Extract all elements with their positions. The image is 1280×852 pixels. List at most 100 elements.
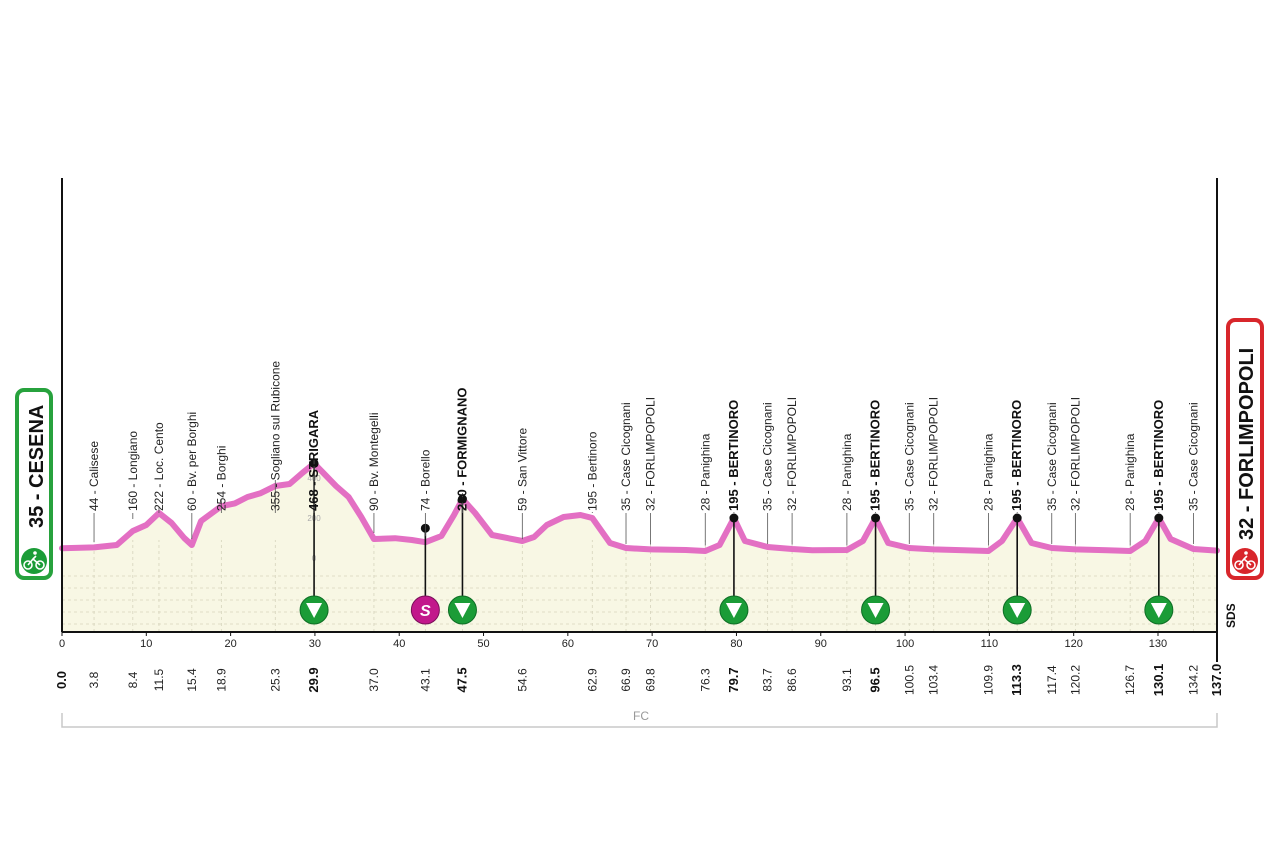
x-tick-label: 90 — [815, 638, 827, 650]
km-label: 3.8 — [87, 671, 101, 688]
point-label: 290 - FORMIGNANO — [455, 387, 470, 511]
km-label: 47.5 — [455, 667, 470, 692]
start-label: 35 - CESENA — [26, 405, 48, 528]
point-label: 32 - FORLIMPOPOLI — [644, 397, 658, 511]
point-label: 195 - BERTINORO — [1151, 400, 1166, 511]
km-labels: 0.0 3.8 8.4 11.5 15.4 18.9 25.3 29.9 37.0 43.1 47.… — [54, 664, 1224, 697]
x-tick-label: 10 — [140, 638, 152, 650]
start-box: 35 - CESENA — [15, 388, 53, 580]
point-label: 44 - Calisese — [87, 441, 101, 511]
gpm-triangle-icon — [1150, 603, 1167, 618]
km-label: 103.4 — [927, 665, 941, 695]
x-tick-label: 50 — [477, 638, 489, 650]
km-label: 54.6 — [515, 668, 529, 692]
km-label: 8.4 — [126, 671, 140, 688]
point-label: 32 - FORLIMPOPOLI — [927, 397, 941, 511]
km-label: 120.2 — [1068, 665, 1082, 695]
km-label: 109.9 — [982, 665, 996, 695]
point-label: 254 - Borghi — [214, 446, 228, 511]
profile-line-group — [59, 460, 1220, 554]
point-label: 195 - BERTINORO — [868, 400, 883, 511]
point-label: 60 - Bv. per Borghi — [185, 412, 199, 511]
fc-bracket: FC — [61, 709, 1218, 728]
profile-line — [59, 460, 1220, 554]
point-label: 35 - Case Cicognani — [1045, 402, 1059, 511]
km-label: 37.0 — [367, 668, 381, 692]
point-label: 74 - Borello — [418, 449, 432, 511]
point-label: 32 - FORLIMPOPOLI — [785, 397, 799, 511]
km-label: 43.1 — [418, 668, 432, 692]
finish-box: 32 - FORLIMPOPOLI — [1226, 318, 1264, 580]
km-label: 137.0 — [1209, 664, 1224, 697]
km-label: 79.7 — [726, 667, 741, 692]
x-tick-label: 120 — [1064, 638, 1082, 650]
point-label: 28 - Panighina — [698, 433, 712, 511]
gpm-triangle-icon — [454, 603, 471, 618]
gpm-triangle-icon — [867, 603, 884, 618]
finish-icon — [1232, 548, 1258, 574]
point-label: 35 - Case Cicognani — [902, 402, 916, 511]
climb-summit-dot — [729, 513, 739, 523]
point-label: 90 - Bv. Montegelli — [367, 413, 381, 512]
x-tick-label: 100 — [896, 638, 914, 650]
km-label: 62.9 — [585, 668, 599, 692]
point-label: 35 - Case Cicognani — [1186, 402, 1200, 511]
km-label: 86.6 — [785, 668, 799, 692]
km-label: 0.0 — [54, 671, 69, 689]
km-label: 76.3 — [698, 668, 712, 692]
x-tick-label: 70 — [646, 638, 658, 650]
km-label: 134.2 — [1186, 665, 1200, 695]
km-label: 29.9 — [306, 667, 321, 692]
point-labels: 44 - Calisese 160 - Longiano 222 - Loc. Ce… — [87, 361, 1200, 546]
x-tick-label: 0 — [59, 638, 65, 650]
finish-label: 32 - FORLIMPOPOLI — [1236, 348, 1258, 540]
km-label: 93.1 — [840, 668, 854, 692]
km-label: 18.9 — [214, 668, 228, 692]
gpm-triangle-icon — [306, 603, 323, 618]
x-tick-label: 60 — [562, 638, 574, 650]
km-label: 11.5 — [152, 668, 166, 691]
fc-label: FC — [633, 709, 649, 723]
point-label: 195 - Bertinoro — [585, 431, 599, 511]
km-label: 96.5 — [868, 667, 883, 692]
km-label: 126.7 — [1123, 665, 1137, 695]
x-tick-label: 80 — [730, 638, 742, 650]
x-tick-label: 40 — [393, 638, 405, 650]
km-label: 15.4 — [185, 668, 199, 692]
x-tick-label: 130 — [1149, 638, 1167, 650]
point-label: 28 - Panighina — [982, 433, 996, 511]
sprint-marker — [410, 595, 440, 625]
km-label: 25.3 — [268, 668, 282, 692]
point-label: 195 - BERTINORO — [1009, 400, 1024, 511]
point-label: 59 - San Vittore — [515, 428, 529, 511]
axes: 02004000102030405060708090100110120130 — [59, 178, 1218, 662]
x-tick-label: 30 — [309, 638, 321, 650]
climb-summit-dot — [871, 513, 881, 523]
point-label: 195 - BERTINORO — [726, 400, 741, 511]
point-label: 355 - Sogliano sul Rubicone — [268, 361, 282, 511]
sprint-letter: S — [420, 603, 431, 620]
km-label: 100.5 — [902, 665, 916, 695]
gpm-triangle-icon — [725, 603, 742, 618]
climb-summit-dot — [1154, 513, 1164, 523]
km-label: 83.7 — [761, 668, 775, 692]
km-label: 66.9 — [619, 668, 633, 692]
km-label: 117.4 — [1045, 665, 1059, 694]
point-label: 35 - Case Cicognani — [761, 402, 775, 511]
climb-summit-dot — [1012, 513, 1022, 523]
x-tick-label: 110 — [981, 638, 999, 650]
km-label: 113.3 — [1009, 664, 1024, 696]
point-label: 160 - Longiano — [126, 431, 140, 511]
gpm-triangle-icon — [1009, 603, 1026, 618]
start-icon — [21, 548, 47, 574]
point-label: 35 - Case Cicognani — [619, 402, 633, 511]
point-label: 32 - FORLIMPOPOLI — [1068, 397, 1082, 511]
point-label: 28 - Panighina — [1123, 433, 1137, 511]
markers: S — [299, 458, 1174, 625]
point-label: 28 - Panighina — [840, 433, 854, 511]
sds-label: SDS — [1224, 603, 1238, 628]
km-label: 130.1 — [1151, 664, 1166, 697]
point-label: 468 - STRIGARA — [306, 409, 321, 511]
km-label: 69.8 — [644, 668, 658, 692]
